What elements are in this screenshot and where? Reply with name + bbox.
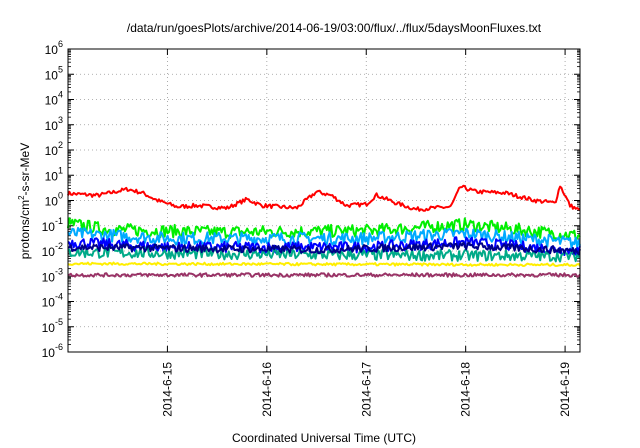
x-tick-label: 2014-6-19 (558, 362, 572, 417)
series-line (67, 246, 581, 263)
y-tick-label: 100 (45, 191, 63, 209)
y-tick-exp: -4 (55, 292, 63, 302)
y-tick-label: 10-3 (42, 266, 63, 284)
y-tick-exp: 0 (58, 191, 63, 201)
y-axis-label-rest: -s-sr-MeV (18, 143, 32, 196)
series-layer (67, 184, 581, 278)
y-tick-label: 10-6 (42, 342, 63, 360)
x-tick-labels: 2014-6-15 2014-6-16 2014-6-17 2014-6-18 2014… (160, 362, 572, 417)
y-axis-label-sup: 2 (17, 195, 26, 200)
y-tick-base: 10 (45, 169, 59, 183)
y-tick-base: 10 (45, 144, 59, 158)
y-tick-label: 10-4 (42, 292, 63, 310)
y-tick-label: 101 (45, 165, 63, 183)
y-tick-label: 102 (45, 140, 63, 158)
y-tick-base: 10 (45, 119, 59, 133)
y-tick-exp: 3 (58, 115, 63, 125)
series-line (67, 184, 581, 212)
y-tick-exp: 6 (58, 39, 63, 49)
y-tick-base: 10 (42, 270, 56, 284)
series-line (67, 226, 581, 249)
x-tick-label: 2014-6-17 (359, 362, 373, 417)
y-tick-label: 106 (45, 39, 63, 57)
series-line (67, 261, 581, 267)
y-axis-label: protons/cm2-s-sr-MeV (17, 143, 32, 259)
y-tick-exp: -2 (55, 241, 63, 251)
y-tick-exp: -3 (55, 266, 63, 276)
y-tick-label: 10-2 (42, 241, 63, 259)
grid (68, 49, 580, 352)
series-line (67, 217, 581, 241)
x-axis-label: Coordinated Universal Time (UTC) (232, 431, 416, 445)
y-tick-exp: 4 (58, 90, 63, 100)
series-line (67, 241, 581, 256)
y-tick-exp: 5 (58, 64, 63, 74)
y-tick-exp: 2 (58, 140, 63, 150)
y-axis-label-base: protons/cm (18, 200, 32, 259)
plot-frame (67, 48, 581, 353)
y-tick-base: 10 (45, 94, 59, 108)
chart-title: /data/run/goesPlots/archive/2014-06-19/0… (127, 21, 542, 35)
y-tick-label: 10-1 (42, 216, 63, 234)
y-tick-exp: -6 (55, 342, 63, 352)
y-tick-base: 10 (42, 220, 56, 234)
series-line (67, 236, 581, 256)
x-tick-label: 2014-6-15 (160, 362, 174, 417)
y-tick-label: 10-5 (42, 317, 63, 335)
series-line (67, 272, 581, 278)
y-tick-exp: -5 (55, 317, 63, 327)
y-tick-base: 10 (45, 68, 59, 82)
y-tick-base: 10 (45, 43, 59, 57)
y-tick-base: 10 (42, 346, 56, 360)
y-tick-label: 105 (45, 64, 63, 82)
y-tick-base: 10 (45, 195, 59, 209)
y-tick-base: 10 (42, 321, 56, 335)
y-tick-labels: 10610510410310210110010-110-210-310-410-… (42, 39, 63, 360)
y-tick-base: 10 (42, 245, 56, 259)
x-tick-marks (166, 49, 566, 352)
y-tick-label: 104 (45, 90, 63, 108)
y-tick-exp: 1 (58, 165, 63, 175)
y-tick-label: 103 (45, 115, 63, 133)
x-tick-label: 2014-6-18 (459, 362, 473, 417)
y-tick-exp: -1 (55, 216, 63, 226)
y-tick-base: 10 (42, 296, 56, 310)
x-tick-label: 2014-6-16 (260, 362, 274, 417)
